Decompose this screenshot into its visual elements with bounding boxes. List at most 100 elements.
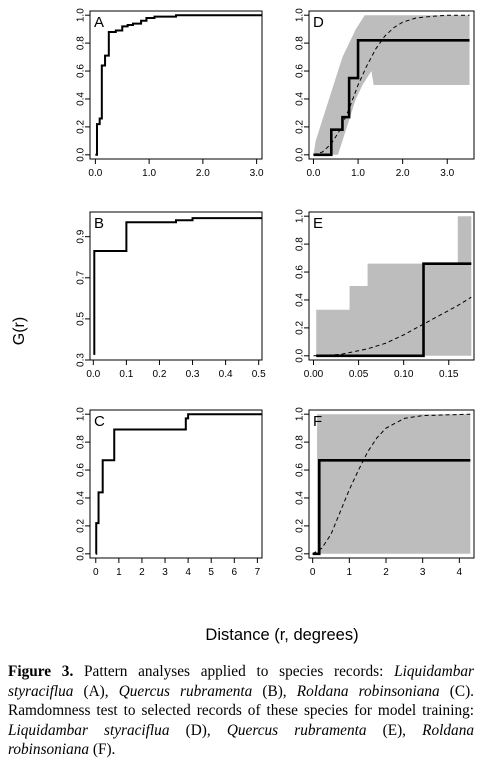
y-tick-label: 1.0 (76, 407, 87, 421)
panel-a: A 0.0 1.0 2.0 3.0 0.0 0.2 0.4 0.6 0.8 1.0 (76, 8, 264, 179)
y-tick-label: 0.0 (76, 546, 87, 560)
y-tick-label: 0.0 (76, 147, 87, 161)
x-tick-label: 0.5 (252, 369, 266, 380)
envelope-band (316, 216, 472, 356)
panel-label: F (313, 413, 322, 430)
y-tick-label: 1.0 (295, 209, 306, 223)
observed-step-line (95, 413, 262, 555)
y-tick-label: 0.4 (295, 491, 306, 505)
x-tick-label: 3.0 (250, 168, 264, 179)
x-tick-label: 3 (420, 567, 426, 578)
y-tick-label: 1.0 (76, 8, 87, 22)
x-tick-label: 0.1 (119, 369, 133, 380)
x-tick-label: 1 (116, 567, 122, 578)
caption-text: (A), (73, 682, 119, 700)
y-tick-label: 0.0 (295, 147, 306, 161)
y-tick-label: 0.8 (76, 36, 87, 50)
envelope-band (317, 414, 471, 554)
x-tick-label: 4 (185, 567, 191, 578)
figure-caption: Figure 3. Pattern analyses applied to sp… (8, 662, 474, 760)
y-tick-label: 0.4 (76, 491, 87, 505)
y-tick-label: 1.0 (295, 407, 306, 421)
x-tick-label: 0 (93, 567, 99, 578)
panel-label: B (94, 215, 104, 232)
x-tick-label: 0.15 (439, 369, 459, 380)
x-tick-label: 1.0 (351, 168, 365, 179)
y-tick-label: 0.2 (76, 120, 87, 134)
y-tick-label: 0.3 (76, 353, 87, 367)
x-tick-label: 0.05 (349, 369, 369, 380)
y-tick-label: 1.0 (295, 8, 306, 22)
x-tick-label: 6 (232, 567, 238, 578)
y-tick-label: 0.8 (295, 237, 306, 251)
y-tick-label: 0.6 (295, 64, 306, 78)
y-tick-label: 0.2 (295, 120, 306, 134)
figure-panels: G(r) Distance (r, degrees) A 0.0 1.0 2.0 3.0… (11, 8, 475, 644)
caption-text: (E), (366, 721, 423, 739)
x-tick-label: 3 (162, 567, 168, 578)
x-tick-label: 5 (208, 567, 214, 578)
panel-b: B 0.0 0.1 0.2 0.3 0.4 0.5 0.3 0.5 0.7 0.9 (76, 211, 266, 380)
expected-line (313, 14, 470, 156)
x-tick-label: 0.00 (304, 369, 324, 380)
caption-text: (B), (252, 682, 297, 700)
caption-text: (C). Ramdomness test to selected records… (8, 682, 474, 720)
x-tick-label: 1 (347, 567, 353, 578)
plot-frame (308, 211, 475, 361)
caption-species-name: Quercus rubramenta (118, 682, 253, 700)
x-tick-label: 2 (139, 567, 145, 578)
y-tick-label: 0.2 (76, 519, 87, 533)
y-tick-label: 0.0 (295, 546, 306, 560)
x-tick-label: 0 (310, 567, 316, 578)
observed-step-line (95, 14, 262, 156)
observed-step-line (93, 217, 262, 355)
plot-frame (89, 10, 263, 160)
x-tick-label: 3.0 (440, 168, 454, 179)
envelope-band (313, 15, 470, 155)
panel-d: D 0.0 1.0 2.0 3.0 0.0 0.2 0.4 0.6 0.8 1.0 (295, 8, 475, 179)
y-tick-label: 0.4 (76, 92, 87, 106)
panel-label: D (313, 14, 324, 31)
x-tick-label: 2.0 (396, 168, 410, 179)
x-tick-label: 0.3 (186, 369, 200, 380)
panel-label: E (313, 215, 323, 232)
plot-frame (308, 10, 475, 160)
panel-e: E 0.00 0.05 0.10 0.15 0.0 0.2 0.4 0.6 0.8 1.0 (295, 209, 475, 380)
panel-label: C (94, 413, 105, 430)
plot-frame (89, 409, 263, 559)
panel-c: C 0 1 2 3 4 5 6 7 0.0 0.2 0.4 0.6 0.8 1.0 (76, 407, 263, 578)
y-tick-label: 0.6 (295, 265, 306, 279)
observed-step-line (312, 458, 471, 556)
caption-body: Pattern analyses applied to species reco… (8, 663, 474, 758)
x-tick-label: 0.0 (86, 369, 100, 380)
caption-species-name: Liquidambar styraciflua (8, 721, 170, 739)
y-axis-label: G(r) (11, 317, 28, 345)
y-tick-label: 0.2 (295, 519, 306, 533)
caption-species-name: Roldana robinsoniana (8, 721, 474, 759)
caption-text: (D), (169, 721, 227, 739)
y-tick-label: 0.9 (76, 229, 87, 243)
expected-line (313, 296, 472, 357)
x-tick-label: 0.4 (219, 369, 233, 380)
x-tick-label: 0.10 (394, 369, 414, 380)
x-tick-label: 0.0 (88, 168, 102, 179)
panel-f: F 0 1 2 3 4 0.0 0.2 0.4 0.6 0.8 1.0 (295, 407, 475, 578)
x-tick-label: 1.0 (142, 168, 156, 179)
plot-frame (89, 211, 263, 361)
caption-species-name: Roldana robinsoniana (296, 682, 440, 700)
caption-label: Figure 3. (8, 663, 74, 680)
x-tick-label: 2.0 (196, 168, 210, 179)
y-tick-label: 0.6 (76, 463, 87, 477)
y-tick-label: 0.8 (76, 435, 87, 449)
x-tick-label: 0.2 (153, 369, 167, 380)
plot-frame (308, 409, 475, 559)
x-tick-label: 0.0 (307, 168, 321, 179)
x-axis-label: Distance (r, degrees) (205, 626, 358, 644)
caption-species-name: Quercus rubramenta (226, 721, 367, 739)
y-tick-label: 0.5 (76, 312, 87, 326)
observed-step-line (316, 262, 472, 358)
panel-label: A (94, 14, 104, 31)
y-tick-label: 0.0 (295, 348, 306, 362)
y-tick-label: 0.2 (295, 321, 306, 335)
caption-text: Pattern analyses applied to species reco… (73, 663, 395, 680)
